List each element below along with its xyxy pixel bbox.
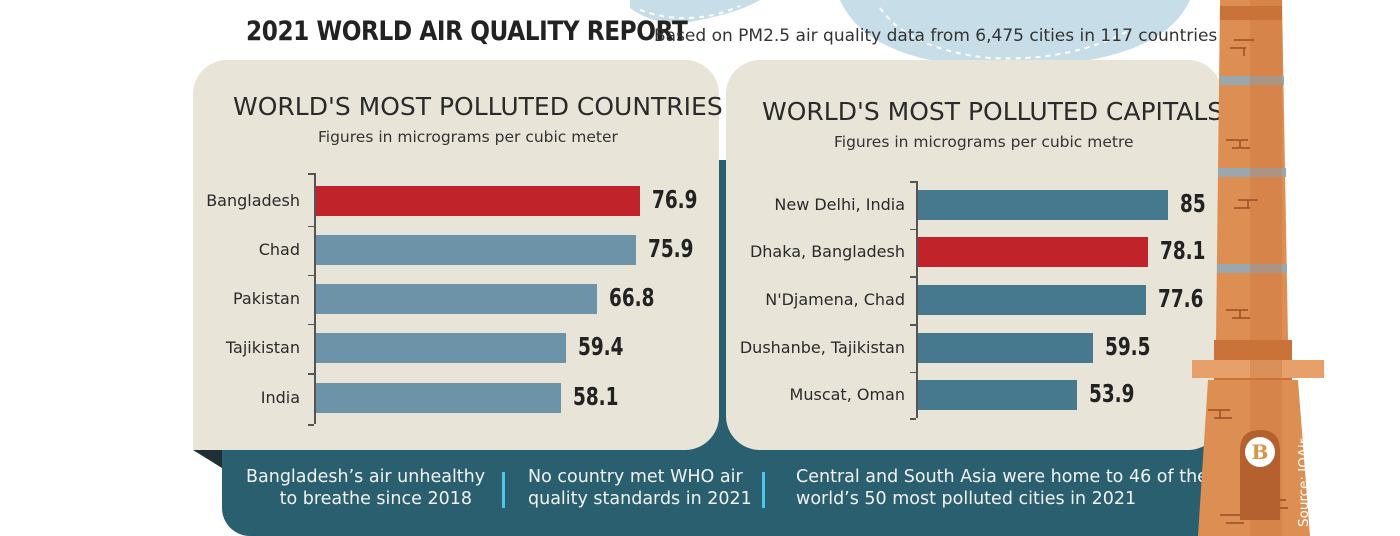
countries-axis-tick: [308, 373, 314, 375]
capitals-axis-tick: [910, 324, 916, 326]
note-3-line-1: Central and South Asia were home to 46 o…: [796, 467, 1208, 487]
countries-category-label: Pakistan: [233, 289, 300, 308]
note-2-line-2: quality standards in 2021: [528, 489, 752, 509]
capitals-axis-tick: [910, 418, 916, 420]
countries-axis-tick: [308, 274, 314, 276]
capitals-value-label: 59.5: [1105, 332, 1151, 361]
minaret-illustration: [1192, 0, 1324, 536]
countries-chart-subtitle: Figures in micrograms per cubic meter: [318, 128, 618, 146]
report-subtitle: Based on PM2.5 air quality data from 6,4…: [654, 26, 1218, 46]
note-1-line-1: Bangladesh’s air unhealthy: [246, 467, 486, 487]
panel-fold: [193, 450, 222, 468]
countries-bar: [316, 333, 567, 363]
countries-value-label: 58.1: [572, 382, 619, 411]
countries-axis-tick: [308, 225, 314, 227]
cloud-decoration: [630, 0, 1190, 69]
capitals-chart-subtitle: Figures in micrograms per cubic metre: [834, 133, 1134, 151]
note-1: Bangladesh’s air unhealthy to breathe si…: [246, 466, 486, 510]
note-3-line-2: world’s 50 most polluted cities in 2021: [796, 489, 1137, 509]
countries-bar: [316, 186, 640, 216]
note-2-line-1: No country met WHO air: [528, 467, 743, 487]
capitals-category-label: Muscat, Oman: [789, 385, 905, 404]
capitals-category-label: Dushanbe, Tajikistan: [739, 338, 905, 357]
note-2: No country met WHO air quality standards…: [528, 466, 752, 510]
capitals-axis: [916, 181, 918, 418]
countries-chart-title: WORLD'S MOST POLLUTED COUNTRIES: [233, 92, 723, 121]
capitals-axis-tick: [910, 181, 916, 183]
countries-bar: [316, 383, 561, 413]
note-divider-1: [502, 472, 505, 508]
countries-value-label: 66.8: [609, 283, 655, 312]
countries-axis: [314, 173, 316, 424]
report-title: 2021 WORLD AIR QUALITY REPORT: [246, 16, 688, 47]
capitals-axis-tick: [910, 228, 916, 230]
capitals-value-label: 78.1: [1159, 236, 1206, 265]
capitals-bar: [918, 333, 1093, 363]
source-credit: Source: IQAir: [1296, 438, 1312, 527]
countries-axis-tick: [308, 173, 314, 175]
capitals-axis-tick: [910, 371, 916, 373]
capitals-value-label: 85: [1180, 189, 1206, 218]
capitals-bar: [918, 380, 1077, 410]
countries-value-label: 59.4: [578, 332, 624, 361]
countries-category-label: India: [260, 388, 300, 407]
note-1-line-2: to breathe since 2018: [279, 489, 472, 509]
note-divider-2: [762, 472, 765, 508]
countries-bar: [316, 284, 598, 314]
capitals-category-label: Dhaka, Bangladesh: [749, 242, 905, 261]
countries-category-label: Tajikistan: [225, 338, 300, 357]
capitals-category-label: N'Djamena, Chad: [765, 290, 905, 309]
capitals-bar: [918, 190, 1168, 220]
capitals-category-label: New Delhi, India: [774, 195, 905, 214]
countries-value-label: 75.9: [647, 234, 694, 263]
note-3: Central and South Asia were home to 46 o…: [796, 466, 1208, 510]
capitals-bar: [918, 237, 1148, 267]
capitals-value-label: 53.9: [1088, 379, 1135, 408]
countries-value-label: 76.9: [652, 185, 698, 214]
report-title-wrap: 2021 WORLD AIR QUALITY REPORT: [246, 16, 759, 56]
capitals-chart-title: WORLD'S MOST POLLUTED CAPITALS: [762, 97, 1224, 126]
countries-bar: [316, 235, 636, 265]
countries-axis-tick: [308, 323, 314, 325]
countries-axis-tick: [308, 424, 314, 426]
capitals-axis-tick: [910, 276, 916, 278]
countries-category-label: Chad: [258, 240, 300, 259]
publisher-logo: B: [1245, 437, 1275, 467]
capitals-bar: [918, 285, 1147, 315]
capitals-value-label: 77.6: [1158, 284, 1204, 313]
countries-category-label: Bangladesh: [206, 191, 300, 210]
